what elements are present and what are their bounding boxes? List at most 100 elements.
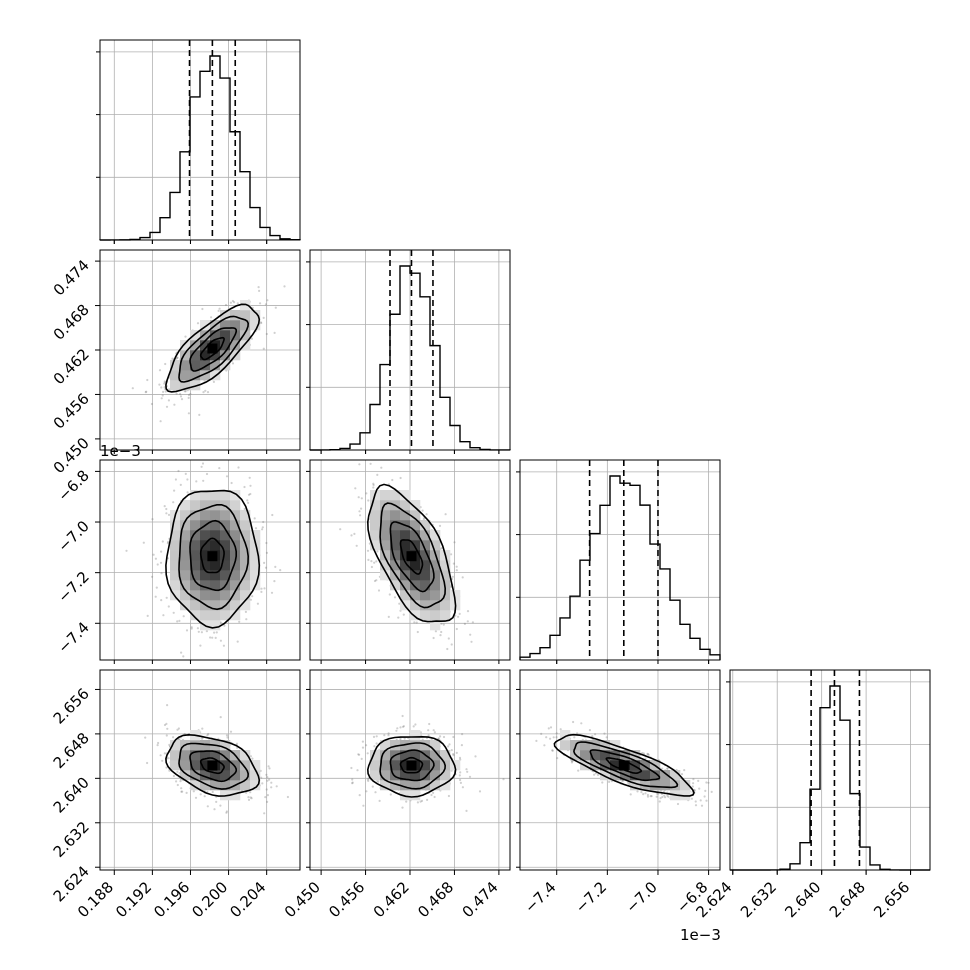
density-cell: [220, 530, 231, 541]
density-cell: [410, 580, 421, 591]
scatter-point: [186, 478, 189, 481]
scatter-point: [263, 812, 266, 815]
scatter-point: [162, 614, 165, 617]
scatter-point: [160, 599, 163, 602]
scatter-point: [263, 587, 266, 590]
contour-level-0: [199, 336, 225, 361]
scatter-point: [274, 306, 277, 309]
density-cell: [240, 550, 251, 561]
scatter-point: [154, 557, 157, 560]
scatter-point: [209, 636, 212, 639]
scatter-point: [692, 778, 695, 781]
scatter-point: [350, 766, 353, 770]
density-cell: [220, 510, 231, 521]
scatter-point: [253, 517, 256, 520]
scatter-point: [222, 644, 225, 647]
scatter-point: [266, 800, 269, 804]
scatter-point: [636, 790, 639, 793]
scatter-point: [196, 322, 200, 325]
density-cell: [220, 740, 231, 751]
density-cell: [400, 540, 411, 551]
scatter-point: [350, 534, 353, 537]
scatter-point: [439, 735, 442, 738]
scatter-point: [260, 321, 263, 325]
y-tick-label-p3-4: 2.656: [50, 685, 93, 728]
scatter-point: [380, 466, 383, 469]
density-cell: [420, 530, 431, 541]
scatter-point: [373, 561, 376, 564]
scatter-point: [251, 757, 254, 760]
density-cell: [210, 540, 221, 551]
density-cell: [210, 370, 221, 381]
scatter-point: [179, 392, 182, 396]
density-cell: [240, 310, 251, 321]
scatter-point: [265, 788, 268, 791]
density-cell: [390, 580, 401, 591]
density-cell: [200, 780, 211, 791]
scatter-point: [245, 618, 248, 621]
scatter-point: [172, 611, 175, 614]
contour-level-3: [366, 483, 457, 623]
scatter-point: [389, 793, 392, 796]
scatter-point: [205, 630, 208, 633]
scatter-point: [421, 509, 424, 512]
density-cell: [200, 560, 211, 571]
contour-level-1: [189, 327, 237, 372]
density-cell: [660, 780, 671, 791]
density-cell: [190, 740, 201, 751]
scatter-point: [275, 785, 278, 788]
scatter-point: [452, 753, 455, 756]
scatter-point: [401, 714, 404, 718]
density-cell: [380, 510, 391, 521]
histogram-step-p0: [99, 55, 301, 241]
density-cell: [390, 540, 401, 551]
density-cell: [390, 560, 401, 571]
density-cell: [220, 750, 231, 761]
density-cell: [380, 540, 391, 551]
scatter-point: [168, 388, 171, 391]
scatter-point: [365, 492, 368, 495]
scatter-point: [165, 734, 168, 737]
scatter-point: [373, 579, 377, 583]
scatter-point: [254, 527, 258, 530]
scatter-point: [261, 528, 264, 531]
density-cell: [410, 540, 421, 551]
density-cell: [220, 340, 231, 351]
scatter-point: [184, 335, 187, 338]
scatter-point: [163, 382, 166, 385]
density-cell: [180, 370, 191, 381]
density-cell: [210, 350, 221, 361]
density-cell: [190, 360, 201, 371]
scatter-point: [450, 749, 453, 752]
scatter-point: [433, 731, 436, 734]
density-cell: [400, 530, 411, 541]
scatter-point: [164, 362, 167, 366]
panel-2-0: −7.4−7.2−7.0−6.81e−3: [54, 442, 301, 664]
density-cell: [190, 340, 201, 351]
scatter-point: [236, 640, 239, 643]
scatter-point: [378, 799, 381, 803]
density-cell: [200, 510, 211, 521]
scatter-point: [265, 551, 268, 555]
scatter-point: [158, 383, 161, 386]
scatter-point: [356, 769, 359, 772]
scatter-point: [442, 735, 446, 739]
density-cell: [410, 530, 421, 541]
scatter-point: [358, 510, 361, 513]
density-cell: [170, 380, 181, 391]
density-cell: [170, 760, 181, 771]
scatter-point: [552, 736, 555, 739]
scatter-point: [448, 743, 451, 746]
scatter-point: [152, 553, 155, 556]
density-cell: [240, 340, 251, 351]
scatter-point: [698, 787, 701, 790]
density-cell: [410, 560, 421, 571]
scatter-point: [266, 776, 269, 779]
density-cell: [190, 600, 201, 611]
density-cell: [370, 510, 381, 521]
panel-3-1: 0.450 0.456 0.462 0.468 0.474: [281, 669, 511, 921]
density-cell: [210, 750, 221, 761]
scatter-point: [549, 726, 553, 729]
scatter-point: [262, 316, 265, 319]
scatter-point: [398, 602, 401, 605]
